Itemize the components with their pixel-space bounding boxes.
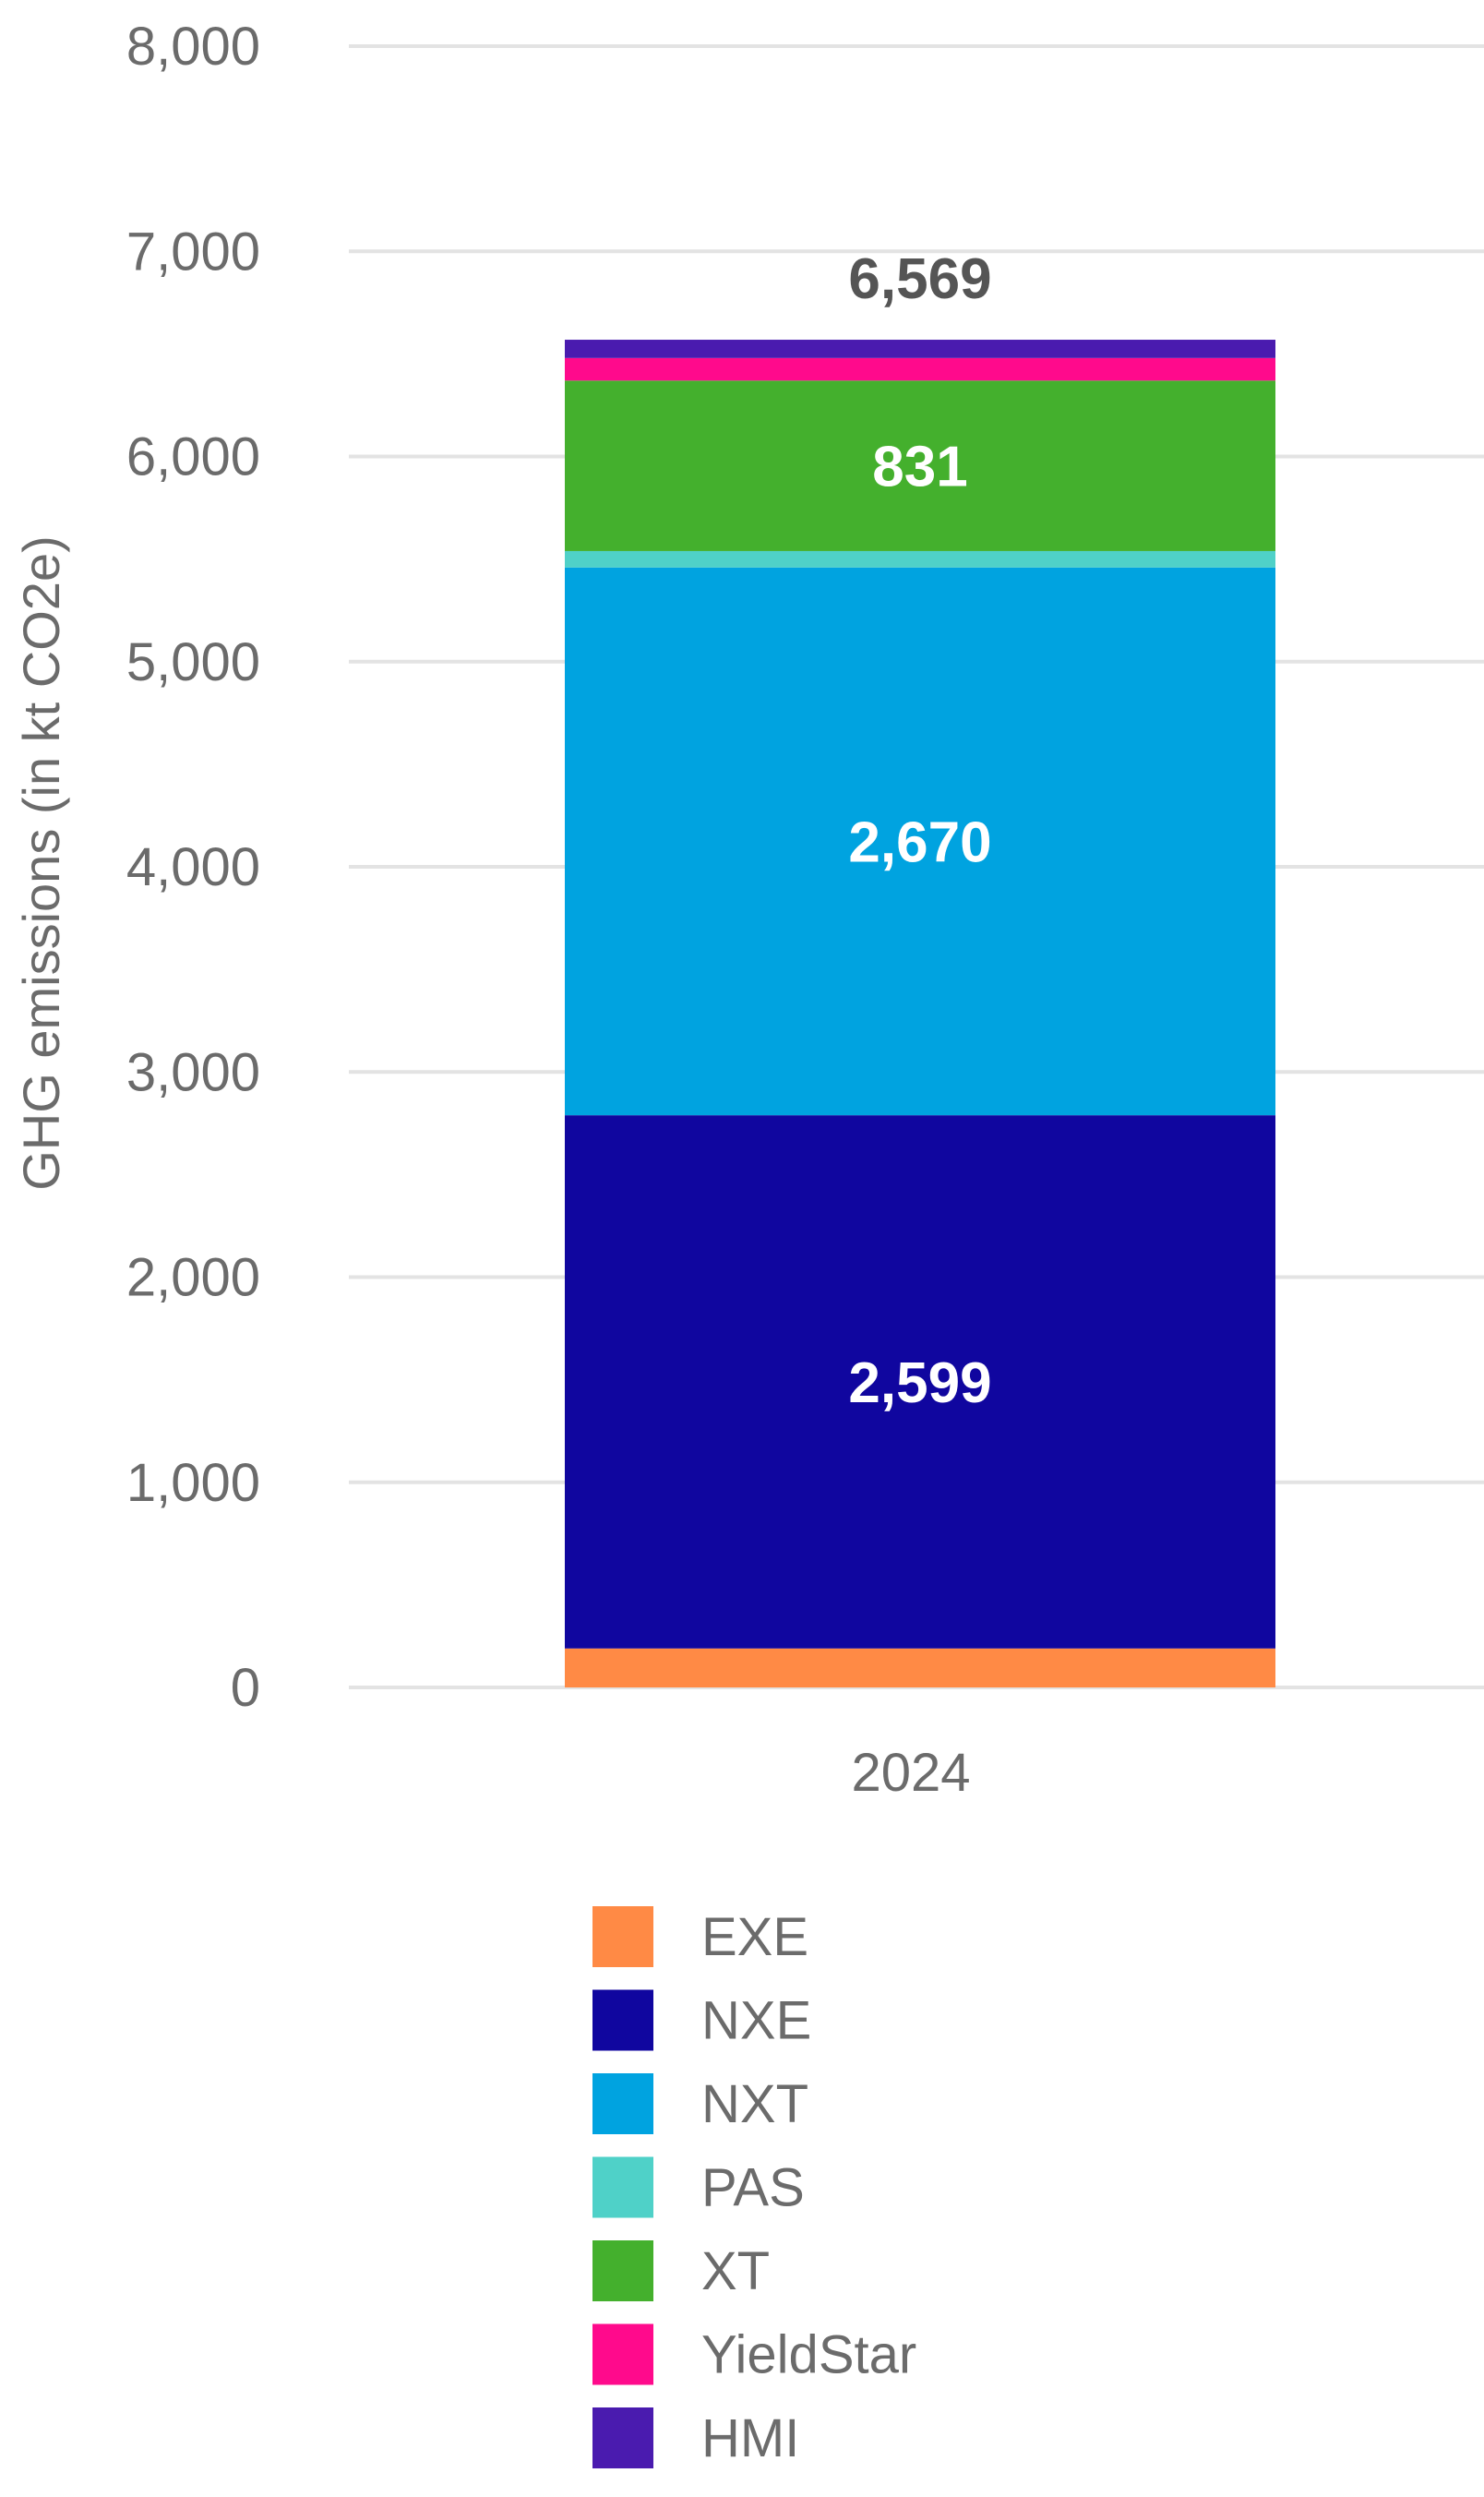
legend-label: EXE: [701, 1907, 808, 1967]
y-tick-label: 3,000: [126, 1042, 260, 1102]
total-label: 6,569: [848, 247, 991, 311]
legend-label: HMI: [701, 2408, 799, 2468]
y-axis-tick-labels: 0 1,000 2,000 3,000 4,000 5,000 6,000 7,000 8,00…: [126, 17, 260, 1718]
x-axis-category-labels: 2024: [851, 1743, 970, 1803]
legend-item-nxe: NXE: [592, 1989, 811, 2051]
legend-swatch: [592, 1906, 653, 1967]
legend-item-xt: XT: [592, 2240, 770, 2301]
legend-swatch: [592, 2323, 653, 2385]
legend: EXE NXE NXT PAS XT YieldStar HMI: [592, 1906, 916, 2468]
legend-label: YieldStar: [701, 2325, 916, 2385]
legend-item-exe: EXE: [592, 1906, 808, 1967]
legend-swatch: [592, 1989, 653, 2051]
y-tick-label: 4,000: [126, 837, 260, 897]
legend-item-yieldstar: YieldStar: [592, 2323, 916, 2385]
segment-labels: 2,599 2,670 831 6,569: [848, 247, 991, 1415]
y-tick-label: 6,000: [126, 427, 260, 487]
bar-segment-xt: [565, 380, 1275, 551]
y-tick-label: 8,000: [126, 17, 260, 77]
legend-label: NXT: [701, 2074, 808, 2134]
bar-segment-nxe: [565, 1115, 1275, 1649]
legend-swatch: [592, 2156, 653, 2218]
legend-swatch: [592, 2073, 653, 2134]
y-tick-label: 1,000: [126, 1453, 260, 1513]
bar-segment-yieldstar: [565, 357, 1275, 381]
legend-label: NXE: [701, 1991, 811, 2051]
legend-item-hmi: HMI: [592, 2407, 799, 2468]
x-category-label: 2024: [851, 1743, 970, 1803]
bar-segment-hmi: [565, 340, 1275, 358]
legend-item-nxt: NXT: [592, 2073, 808, 2134]
legend-swatch: [592, 2407, 653, 2468]
bar-stack: [565, 340, 1275, 1687]
legend-label: XT: [701, 2241, 770, 2301]
legend-label: PAS: [701, 2158, 805, 2218]
y-tick-label: 2,000: [126, 1248, 260, 1308]
legend-item-pas: PAS: [592, 2156, 805, 2218]
y-tick-label: 0: [231, 1658, 260, 1718]
y-tick-label: 5,000: [126, 632, 260, 692]
data-label-nxt: 2,670: [848, 810, 991, 874]
bar-segment-exe: [565, 1648, 1275, 1687]
bar-segment-pas: [565, 550, 1275, 568]
bar-segment-nxt: [565, 567, 1275, 1116]
data-label-xt: 831: [872, 436, 967, 499]
legend-swatch: [592, 2240, 653, 2301]
data-label-nxe: 2,599: [848, 1351, 991, 1415]
y-tick-label: 7,000: [126, 222, 260, 282]
y-axis-title: GHG emissions (in kt CO2e): [12, 535, 70, 1191]
